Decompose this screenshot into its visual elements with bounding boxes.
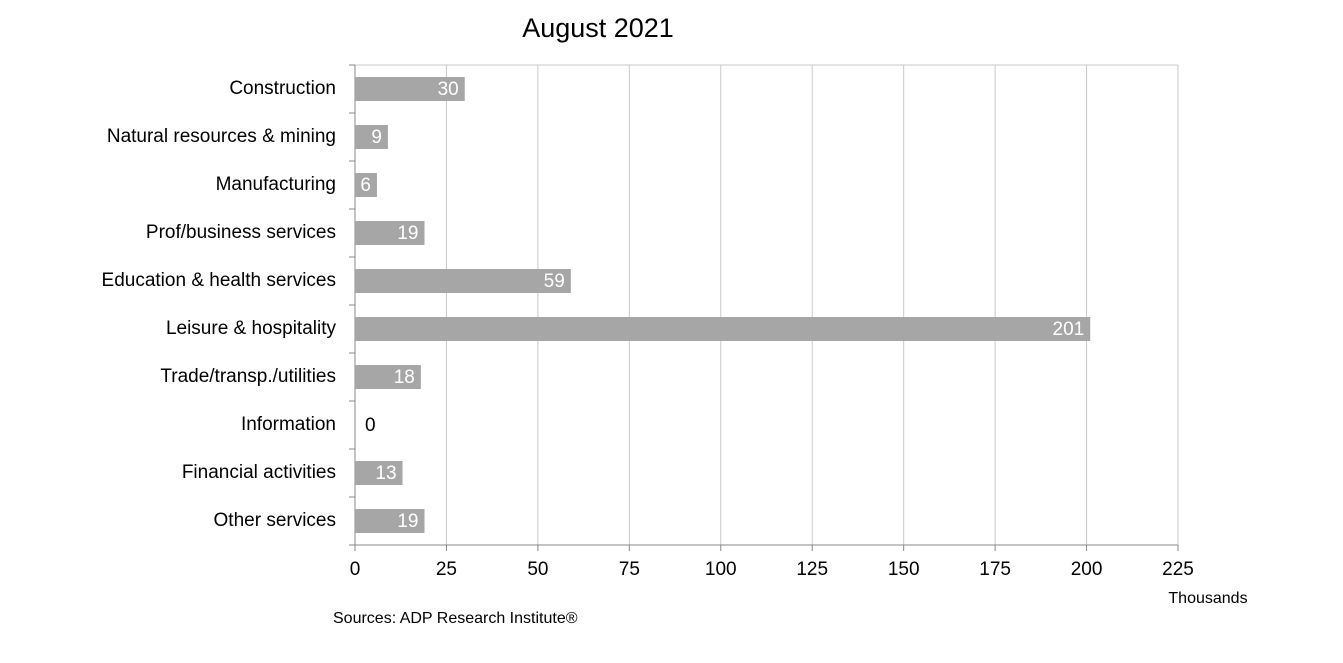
x-tick-label: 25 <box>436 559 457 580</box>
y-tick-label: Leisure & hospitality <box>166 318 337 339</box>
y-tick-label: Information <box>241 414 336 435</box>
bar <box>355 509 425 533</box>
x-tick-label: 50 <box>527 559 548 580</box>
bar <box>355 365 421 389</box>
bar <box>355 461 403 485</box>
bar <box>355 77 465 101</box>
y-tick-label: Manufacturing <box>216 174 336 195</box>
x-tick-label: 150 <box>888 559 920 580</box>
y-tick-label: Prof/business services <box>146 222 336 243</box>
y-tick-label: Trade/transp./utilities <box>160 366 336 387</box>
bar <box>355 125 388 149</box>
data-label: 59 <box>544 271 565 292</box>
data-label: 19 <box>397 223 418 244</box>
y-tick-label: Natural resources & mining <box>107 126 336 147</box>
y-tick-label: Other services <box>214 510 336 531</box>
y-tick-label: Construction <box>229 78 336 99</box>
source-note: Sources: ADP Research Institute® <box>333 610 578 627</box>
y-tick-label: Education & health services <box>102 270 336 291</box>
x-tick-label: 75 <box>619 559 640 580</box>
x-tick-label: 0 <box>350 559 361 580</box>
chart-title: August 2021 <box>522 13 674 43</box>
x-tick-label: 175 <box>979 559 1011 580</box>
x-tick-label: 125 <box>796 559 828 580</box>
data-label: 201 <box>1053 319 1085 340</box>
x-axis-label: Thousands <box>1168 590 1247 607</box>
data-label: 9 <box>371 127 382 148</box>
x-tick-label: 200 <box>1071 559 1103 580</box>
data-label: 30 <box>438 79 459 100</box>
y-tick-label: Financial activities <box>182 462 336 483</box>
data-label: 6 <box>360 175 371 196</box>
data-label: 19 <box>397 511 418 532</box>
bar <box>355 317 1091 341</box>
bar <box>355 173 377 197</box>
data-label: 0 <box>365 415 376 436</box>
bar <box>355 269 571 293</box>
x-tick-label: 225 <box>1162 559 1194 580</box>
bar <box>355 221 425 245</box>
x-tick-label: 100 <box>705 559 737 580</box>
data-label: 18 <box>394 367 415 388</box>
data-label: 13 <box>375 463 396 484</box>
